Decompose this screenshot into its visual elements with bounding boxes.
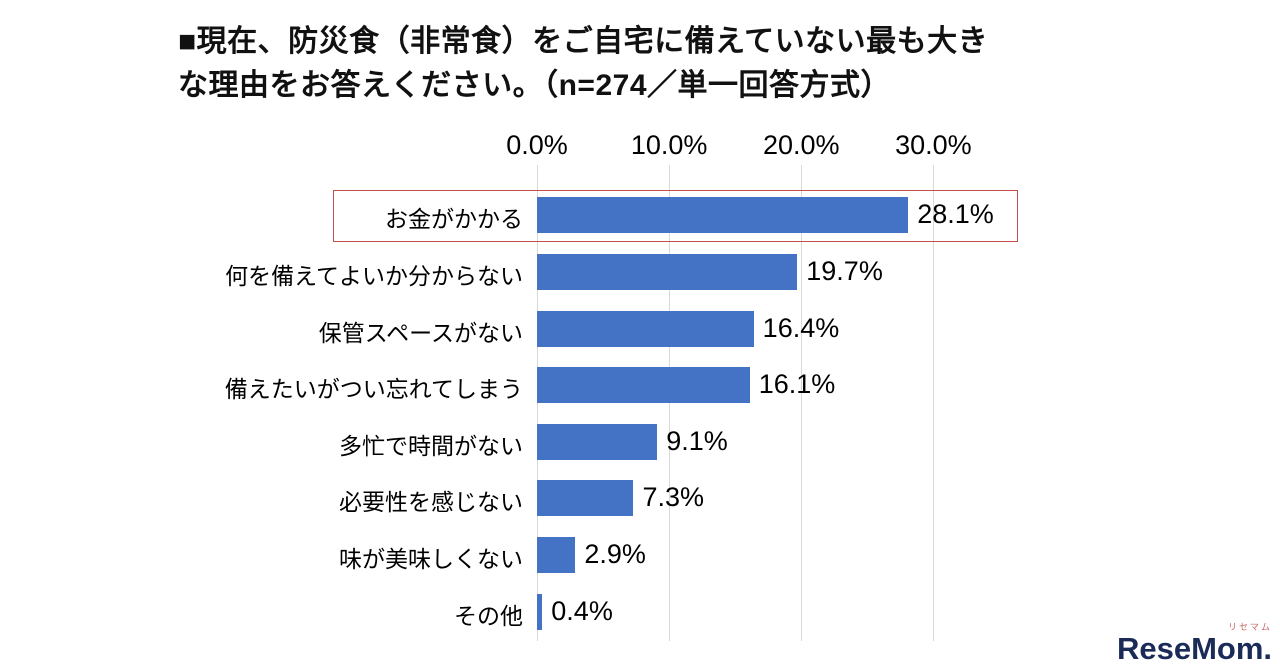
gridline [801, 165, 803, 641]
category-label: 必要性を感じない [339, 489, 523, 516]
bar [537, 480, 634, 517]
bar [537, 253, 798, 290]
value-label: 0.4% [551, 595, 613, 626]
bar [537, 197, 909, 234]
x-axis-tick-label: 0.0% [506, 130, 568, 160]
category-label: 味が美味しくない [339, 545, 523, 572]
gridline [933, 165, 935, 641]
bar [537, 367, 750, 404]
category-label: 多忙で時間がない [339, 432, 523, 459]
category-label: 備えたいがつい忘れてしまう [224, 376, 523, 403]
chart-title-line2: な理由をお答えください。（n=274／単一回答方式） [178, 69, 891, 102]
logo-subtext: リセマム [1227, 622, 1272, 632]
highlight-box [333, 190, 1018, 243]
bar [537, 423, 658, 460]
value-label: 9.1% [666, 425, 728, 456]
category-label: 保管スペースがない [318, 319, 523, 346]
logo-text: ReseMom. [1116, 631, 1272, 666]
chart-title-line1: ■現在、防災食（非常食）をご自宅に備えていない最も大き [178, 25, 989, 58]
x-axis-tick-label: 10.0% [630, 130, 708, 160]
chart-title: ■現在、防災食（非常食）をご自宅に備えていない最も大き な理由をお答えください。… [178, 20, 1158, 108]
resemom-logo: リセマム ReseMom. [1117, 622, 1272, 666]
value-label: 7.3% [642, 482, 704, 513]
value-label: 2.9% [584, 538, 646, 569]
value-label: 16.4% [762, 312, 840, 343]
x-axis-tick-label: 30.0% [895, 130, 972, 160]
category-label: 何を備えてよいか分からない [225, 262, 523, 289]
value-label: 19.7% [806, 255, 883, 286]
bar [537, 536, 576, 573]
category-label: その他 [454, 602, 523, 629]
bar [537, 310, 754, 347]
bar [537, 593, 543, 630]
category-label: お金がかかる [385, 206, 523, 233]
value-label: 28.1% [917, 199, 994, 230]
value-label: 16.1% [758, 369, 836, 400]
x-axis-tick-label: 20.0% [762, 130, 840, 160]
